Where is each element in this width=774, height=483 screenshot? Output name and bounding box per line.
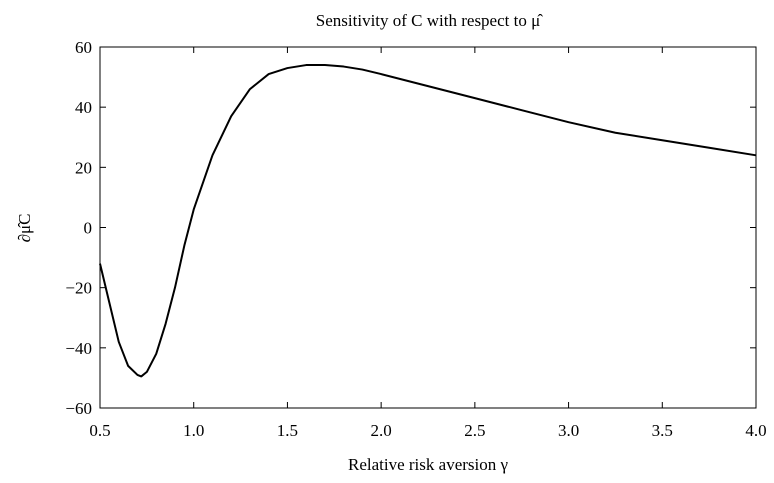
y-tick-label: −20 bbox=[65, 279, 92, 298]
y-tick-label: −40 bbox=[65, 339, 92, 358]
plot-frame bbox=[99, 46, 757, 409]
x-tick-label: 4.0 bbox=[745, 421, 766, 440]
y-tick-label: 60 bbox=[75, 38, 92, 57]
chart-title: Sensitivity of C with respect to μ̂ bbox=[316, 11, 543, 30]
x-tick-label: 3.0 bbox=[558, 421, 579, 440]
y-tick-label: 40 bbox=[75, 98, 92, 117]
y-tick-label: 0 bbox=[84, 219, 93, 238]
x-tick-label: 1.5 bbox=[277, 421, 298, 440]
line-series bbox=[99, 64, 757, 378]
y-axis-label: ∂μ̂C bbox=[15, 214, 34, 243]
y-tick-label: 20 bbox=[75, 158, 92, 177]
x-tick-label: 3.5 bbox=[652, 421, 673, 440]
x-tick-label: 2.0 bbox=[371, 421, 392, 440]
x-tick-label: 2.5 bbox=[464, 421, 485, 440]
x-axis-label: Relative risk aversion γ bbox=[348, 455, 508, 474]
x-tick-label: 1.0 bbox=[183, 421, 204, 440]
x-tick-label: 0.5 bbox=[89, 421, 110, 440]
y-tick-label: −60 bbox=[65, 399, 92, 418]
